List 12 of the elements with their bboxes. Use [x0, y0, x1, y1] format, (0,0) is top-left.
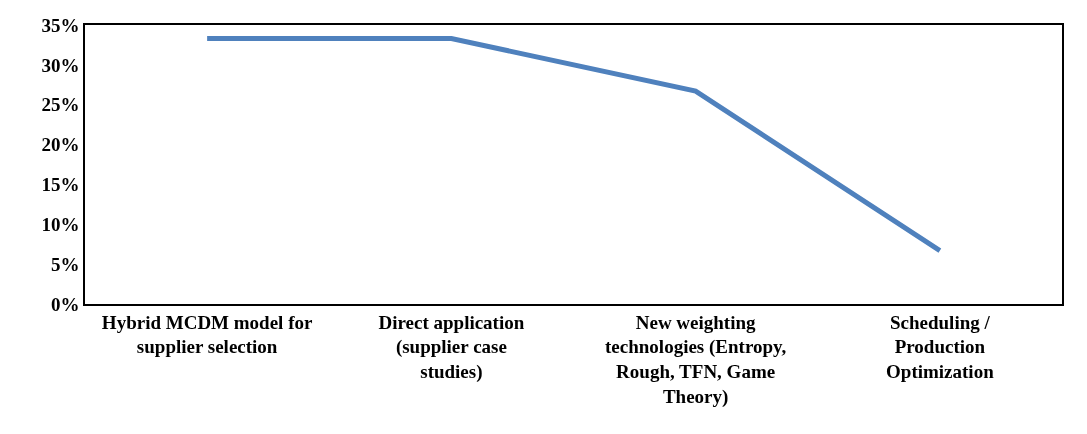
y-tick-label: 25%: [41, 94, 80, 116]
y-tick-label: 15%: [41, 174, 80, 196]
y-tick-label: 35%: [41, 14, 80, 36]
x-tick-label: Hybrid MCDM model for supplier selection: [101, 311, 313, 358]
y-tick-label: 20%: [41, 134, 80, 156]
y-tick-label: 5%: [50, 253, 80, 275]
x-tick-label: Direct application (supplier case studies): [378, 311, 525, 383]
y-tick-label: 30%: [41, 54, 80, 76]
x-tick-label: Scheduling / Production Optimization: [886, 311, 995, 382]
y-tick-label: 10%: [41, 213, 80, 235]
x-tick-label: New weighting technologies (Entropy, Rough, TFN, Game Theory): [605, 311, 787, 408]
y-tick-label: 0%: [50, 293, 80, 315]
